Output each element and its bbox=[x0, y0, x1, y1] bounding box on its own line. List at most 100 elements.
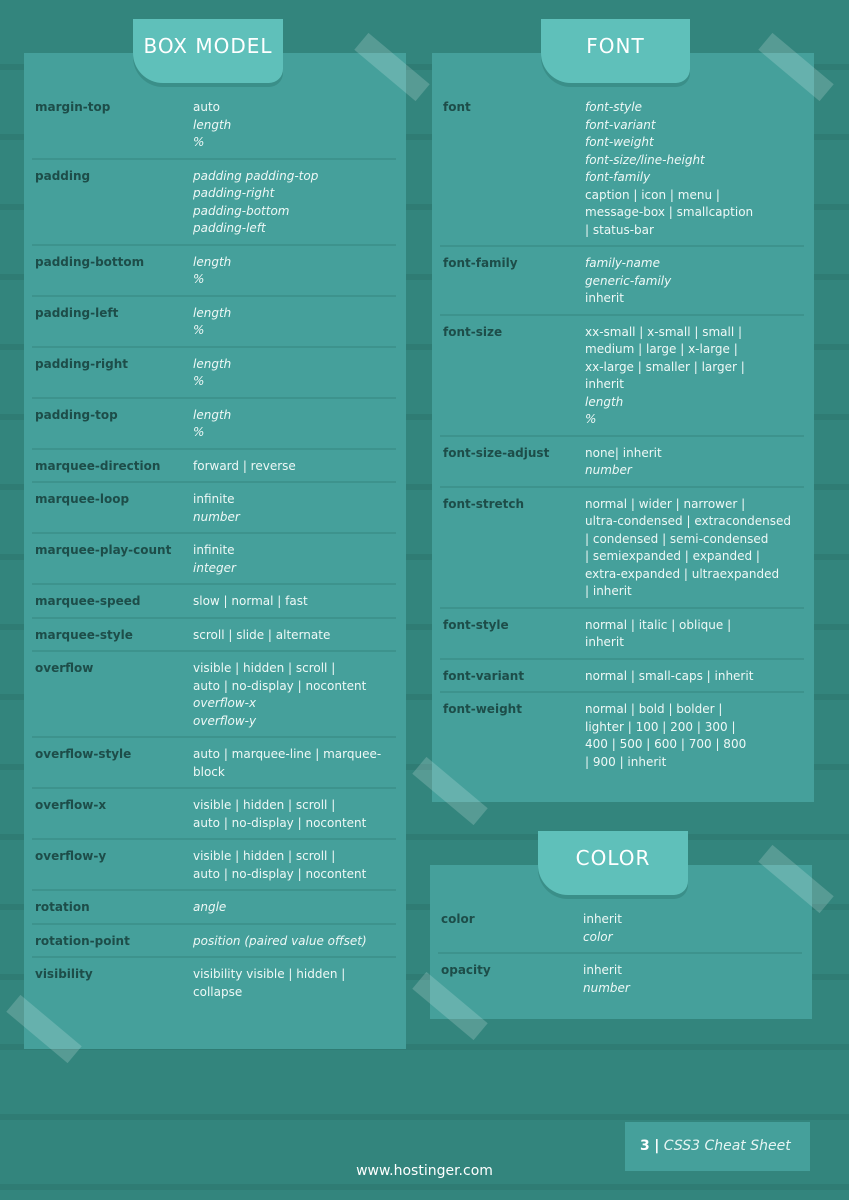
property-value: visible | hidden | scroll | bbox=[193, 661, 336, 675]
property-value: % bbox=[193, 323, 205, 337]
property-value: number bbox=[193, 509, 240, 524]
property-values: none| inherit number bbox=[585, 445, 662, 480]
property-values: slow | normal | fast bbox=[193, 593, 308, 611]
property-value: xx-large | smaller | larger | bbox=[585, 359, 745, 374]
property-name: marquee-loop bbox=[35, 492, 130, 506]
property-name: marquee-direction bbox=[35, 458, 161, 473]
property-values: length% bbox=[193, 305, 231, 340]
property-value: auto | no-display | nocontent bbox=[193, 678, 367, 693]
property-row: padding-right length% bbox=[32, 348, 396, 399]
property-value: generic-family bbox=[585, 273, 672, 288]
property-value: auto bbox=[193, 100, 221, 114]
property-value: font-style bbox=[585, 100, 642, 114]
property-name: font-size bbox=[443, 324, 503, 339]
property-name: font-variant bbox=[443, 668, 525, 683]
property-value: number bbox=[585, 463, 632, 477]
property-value: inherit bbox=[585, 377, 624, 391]
property-row: overflow-style auto | marquee-line | marq… bbox=[32, 738, 396, 789]
property-name: padding-left bbox=[35, 305, 119, 320]
property-values: visibility visible | hidden | collapse bbox=[193, 966, 345, 1001]
property-row: font-size-adjust none| inherit number bbox=[440, 437, 804, 488]
property-value: % bbox=[193, 272, 205, 286]
property-value: auto | no-display | nocontent bbox=[193, 815, 367, 830]
property-value: auto | marquee-line | marquee- bbox=[193, 747, 382, 761]
property-value: % bbox=[193, 374, 205, 388]
property-row: visibility visibility visible | hidden | c… bbox=[32, 958, 396, 1007]
property-row: marquee-speed slow | normal | fast bbox=[32, 585, 396, 619]
property-values: normal | bold | bolder | lighter | 100 | … bbox=[585, 701, 746, 771]
property-row: font-size xx-small | x-small | small | med… bbox=[440, 316, 804, 437]
property-value: normal | small-caps | inherit bbox=[585, 668, 754, 683]
property-values: padding padding-top padding-right padding-… bbox=[193, 168, 318, 238]
property-value: none| inherit bbox=[585, 445, 662, 460]
property-value: auto | no-display | nocontent bbox=[193, 866, 367, 881]
property-name: padding bbox=[35, 168, 91, 183]
property-name: overflow-x bbox=[35, 798, 107, 812]
property-value: visible | hidden | scroll | bbox=[193, 849, 336, 863]
property-row: marquee-loop infinite number bbox=[32, 483, 396, 534]
property-row: marquee-play-count infinite integer bbox=[32, 534, 396, 585]
property-values: length% bbox=[193, 254, 231, 289]
property-name: font bbox=[443, 100, 471, 114]
footer-url[interactable]: www.hostinger.com bbox=[356, 1163, 493, 1179]
property-value: | condensed | semi-condensed bbox=[585, 531, 769, 546]
page-label: 3 | CSS3 Cheat Sheet bbox=[625, 1122, 810, 1171]
property-name: marquee-speed bbox=[35, 594, 141, 608]
property-value: integer bbox=[193, 560, 236, 575]
property-value: overflow-y bbox=[193, 713, 257, 728]
property-value: overflow-x bbox=[193, 696, 257, 710]
property-values: forward | reverse bbox=[193, 458, 296, 476]
property-name: overflow bbox=[35, 661, 94, 675]
property-value: padding-right bbox=[193, 186, 275, 200]
property-value: message-box | smallcaption bbox=[585, 205, 754, 219]
box-model-tab: BOX MODEL bbox=[133, 19, 283, 83]
property-values: length% bbox=[193, 356, 231, 391]
property-row: rotation-point position (paired value off… bbox=[32, 925, 396, 958]
property-values: auto | marquee-line | marquee-block bbox=[193, 746, 381, 781]
property-values: visible | hidden | scroll | auto | no-dis… bbox=[193, 797, 366, 832]
property-value: font-family bbox=[585, 170, 651, 184]
property-name: marquee-style bbox=[35, 627, 133, 642]
font-panel: font font-style font-variant font-weight fon… bbox=[432, 53, 814, 802]
property-value: length bbox=[193, 305, 232, 320]
property-value: length bbox=[193, 407, 232, 422]
property-value: infinite bbox=[193, 492, 235, 506]
property-values: normal | italic | oblique | inherit bbox=[585, 617, 731, 652]
property-values: scroll | slide | alternate bbox=[193, 627, 330, 645]
property-value: | inherit bbox=[585, 584, 632, 598]
property-name: font-family bbox=[443, 256, 518, 270]
property-value: normal | italic | oblique | bbox=[585, 617, 732, 632]
page-number: 3 bbox=[640, 1138, 650, 1154]
property-name: padding-top bbox=[35, 407, 118, 422]
property-row: font-weight normal | bold | bolder | light… bbox=[440, 693, 804, 777]
property-value: collapse bbox=[193, 984, 243, 999]
property-value: visible | hidden | scroll | bbox=[193, 798, 336, 812]
property-value: angle bbox=[193, 900, 227, 914]
property-value: block bbox=[193, 764, 225, 779]
property-row: overflow visible | hidden | scroll | auto … bbox=[32, 652, 396, 738]
property-value: font-size/line-height bbox=[585, 152, 705, 167]
property-row: padding-top length% bbox=[32, 399, 396, 450]
property-values: normal | small-caps | inherit bbox=[585, 668, 753, 686]
property-value: | 900 | inherit bbox=[585, 754, 667, 769]
property-name: font-size-adjust bbox=[443, 445, 550, 460]
property-value: padding padding-top bbox=[193, 168, 319, 183]
property-name: padding-bottom bbox=[35, 254, 145, 269]
property-name: rotation-point bbox=[35, 933, 130, 948]
property-value: visibility visible | hidden | bbox=[193, 967, 346, 981]
property-value: normal | wider | narrower | bbox=[585, 496, 746, 511]
font-tab: FONT bbox=[541, 19, 690, 83]
property-row: opacity inherit number bbox=[438, 954, 802, 1003]
property-row: padding-left length% bbox=[32, 297, 396, 348]
property-values: font-style font-variant font-weight font-si… bbox=[585, 99, 753, 239]
property-value: | status-bar bbox=[585, 222, 654, 237]
property-row: padding-bottom length% bbox=[32, 246, 396, 297]
property-value: length bbox=[193, 254, 232, 269]
property-row: overflow-y visible | hidden | scroll | aut… bbox=[32, 840, 396, 891]
property-row: marquee-direction forward | reverse bbox=[32, 450, 396, 483]
property-value: scroll | slide | alternate bbox=[193, 627, 331, 642]
property-value: extra-expanded | ultraexpanded bbox=[585, 566, 780, 581]
property-value: inherit bbox=[585, 635, 624, 649]
property-name: padding-right bbox=[35, 356, 128, 371]
property-values: xx-small | x-small | small | medium | lar… bbox=[585, 324, 745, 429]
